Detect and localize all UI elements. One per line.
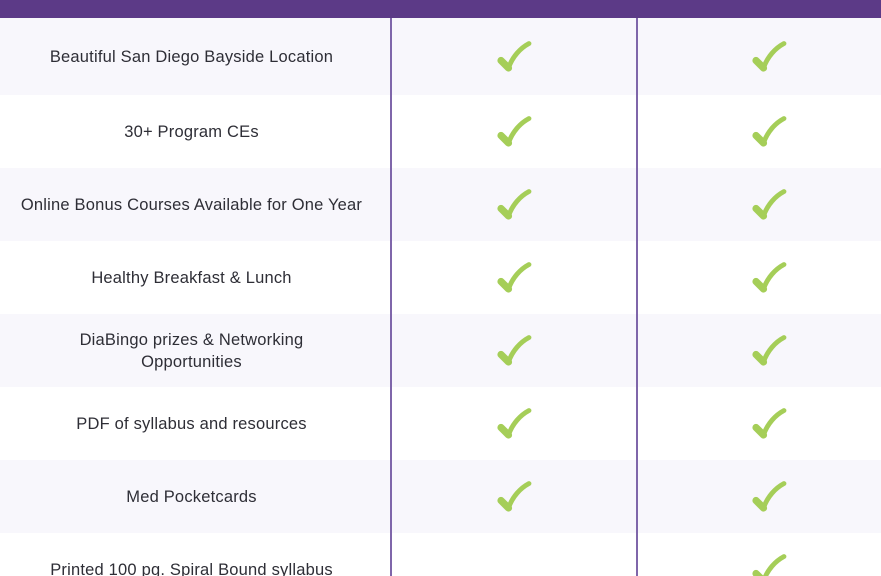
plan-1-check-cell	[391, 168, 637, 241]
checkmark-icon	[752, 553, 787, 576]
checkmark-icon	[497, 261, 532, 293]
plan-2-check-cell	[637, 387, 881, 460]
checkmark-icon	[752, 334, 787, 366]
feature-label: Med Pocketcards	[126, 487, 257, 506]
table-row: Printed 100 pg. Spiral Bound syllabus	[0, 533, 881, 576]
feature-label: Printed 100 pg. Spiral Bound syllabus	[50, 560, 333, 576]
plan-1-check-cell	[391, 314, 637, 387]
comparison-table: Beautiful San Diego Bayside Location 30+ …	[0, 18, 881, 576]
checkmark-icon	[752, 261, 787, 293]
feature-label: PDF of syllabus and resources	[76, 414, 307, 433]
plan-2-check-cell	[637, 460, 881, 533]
plan-2-check-cell	[637, 241, 881, 314]
table-row: 30+ Program CEs	[0, 95, 881, 168]
checkmark-icon	[497, 188, 532, 220]
checkmark-icon	[497, 407, 532, 439]
plan-2-check-cell	[637, 533, 881, 576]
plan-2-check-cell	[637, 95, 881, 168]
table-row: Online Bonus Courses Available for One Y…	[0, 168, 881, 241]
checkmark-icon	[497, 40, 532, 72]
plan-2-check-cell	[637, 18, 881, 95]
checkmark-icon	[752, 115, 787, 147]
feature-label: DiaBingo prizes & Networking Opportuniti…	[79, 330, 304, 371]
column-divider-1	[390, 18, 392, 576]
table-row: DiaBingo prizes & Networking Opportuniti…	[0, 314, 881, 387]
plan-1-check-cell	[391, 387, 637, 460]
feature-label: Online Bonus Courses Available for One Y…	[20, 195, 363, 214]
feature-label: Healthy Breakfast & Lunch	[91, 268, 292, 287]
table-row: Med Pocketcards	[0, 460, 881, 533]
header-bar	[0, 0, 881, 18]
column-divider-2	[636, 18, 638, 576]
table-row: Beautiful San Diego Bayside Location	[0, 18, 881, 95]
plan-1-check-cell	[391, 533, 637, 576]
checkmark-icon	[497, 115, 532, 147]
checkmark-icon	[752, 40, 787, 72]
checkmark-icon	[497, 480, 532, 512]
table-row: PDF of syllabus and resources	[0, 387, 881, 460]
feature-label: 30+ Program CEs	[124, 122, 259, 141]
plan-1-check-cell	[391, 95, 637, 168]
plan-1-check-cell	[391, 18, 637, 95]
plan-2-check-cell	[637, 168, 881, 241]
plan-1-check-cell	[391, 241, 637, 314]
checkmark-icon	[752, 480, 787, 512]
feature-label: Beautiful San Diego Bayside Location	[49, 47, 334, 66]
plan-2-check-cell	[637, 314, 881, 387]
plan-1-check-cell	[391, 460, 637, 533]
checkmark-icon	[752, 188, 787, 220]
checkmark-icon	[752, 407, 787, 439]
checkmark-icon	[497, 334, 532, 366]
table-row: Healthy Breakfast & Lunch	[0, 241, 881, 314]
